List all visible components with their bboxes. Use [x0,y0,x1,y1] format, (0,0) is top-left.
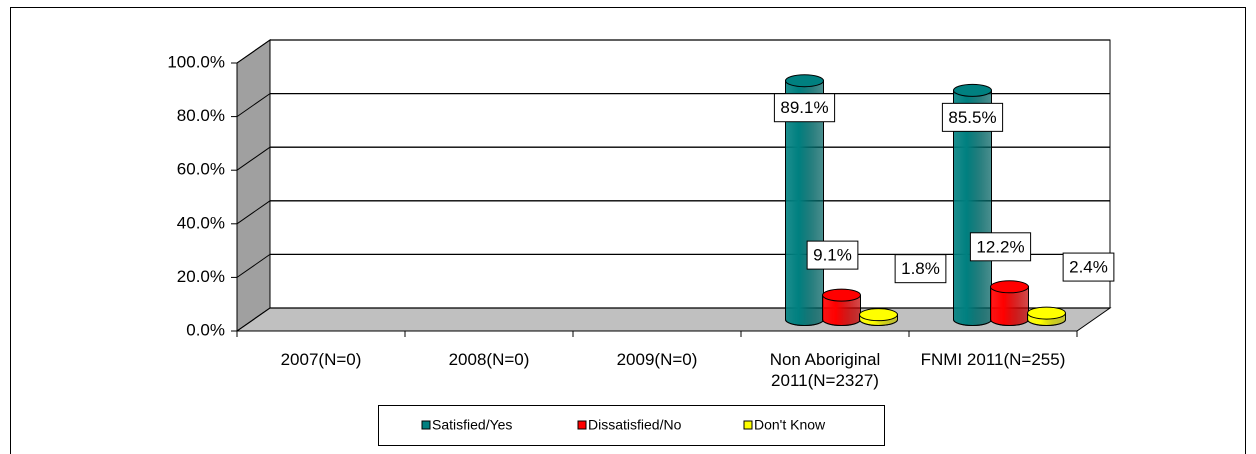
y-tick-label: 40.0% [177,213,225,232]
grid-line-side [236,39,271,64]
cylinder-top [859,308,898,322]
chart-frame [10,7,1246,454]
x-tick-label: 2007(N=0) [280,350,362,369]
x-tick-label: Non Aboriginal 2011(N=2327) [769,350,881,390]
x-tick-label: FNMI 2011(N=255) [920,350,1066,369]
y-tick-label: 60.0% [177,160,225,179]
legend-swatch [577,420,587,430]
x-tick-label: 2008(N=0) [448,350,530,369]
side-wall [236,39,271,332]
grid-line-side [236,307,271,332]
y-tick-label: 100.0% [167,52,225,71]
value-label-box [894,254,947,284]
cylinder-top [785,74,824,88]
cylinder-top [1027,306,1066,320]
value-label-box [806,240,859,270]
cylinder-top [822,288,861,302]
cylinder-top [990,280,1029,294]
grid-line-side [236,253,271,278]
legend-box [378,405,885,446]
value-label: 89.1% [780,98,828,117]
grid-line-side [236,93,271,118]
legend-label: Satisfied/Yes [432,417,512,433]
value-label: 2.4% [1069,258,1108,277]
value-label-box [941,102,1004,132]
grid-line-side [236,200,271,225]
legend-label: Don't Know [754,417,826,433]
y-tick-label: 80.0% [177,106,225,125]
legend-swatch [743,420,753,430]
x-tick-label: 2009(N=0) [616,350,698,369]
y-tick-label: 20.0% [177,267,225,286]
grid-line-side [236,146,271,171]
value-label-box [1062,252,1115,282]
cylinder-top [953,83,992,97]
value-label: 85.5% [948,108,996,127]
legend-label: Dissatisfied/No [588,417,682,433]
value-label: 9.1% [813,246,852,265]
value-label: 12.2% [976,237,1024,256]
value-label: 1.8% [901,259,940,278]
legend-swatch [421,420,431,430]
value-label-box [969,232,1032,262]
y-tick-label: 0.0% [186,320,225,339]
value-label-box [773,93,836,123]
